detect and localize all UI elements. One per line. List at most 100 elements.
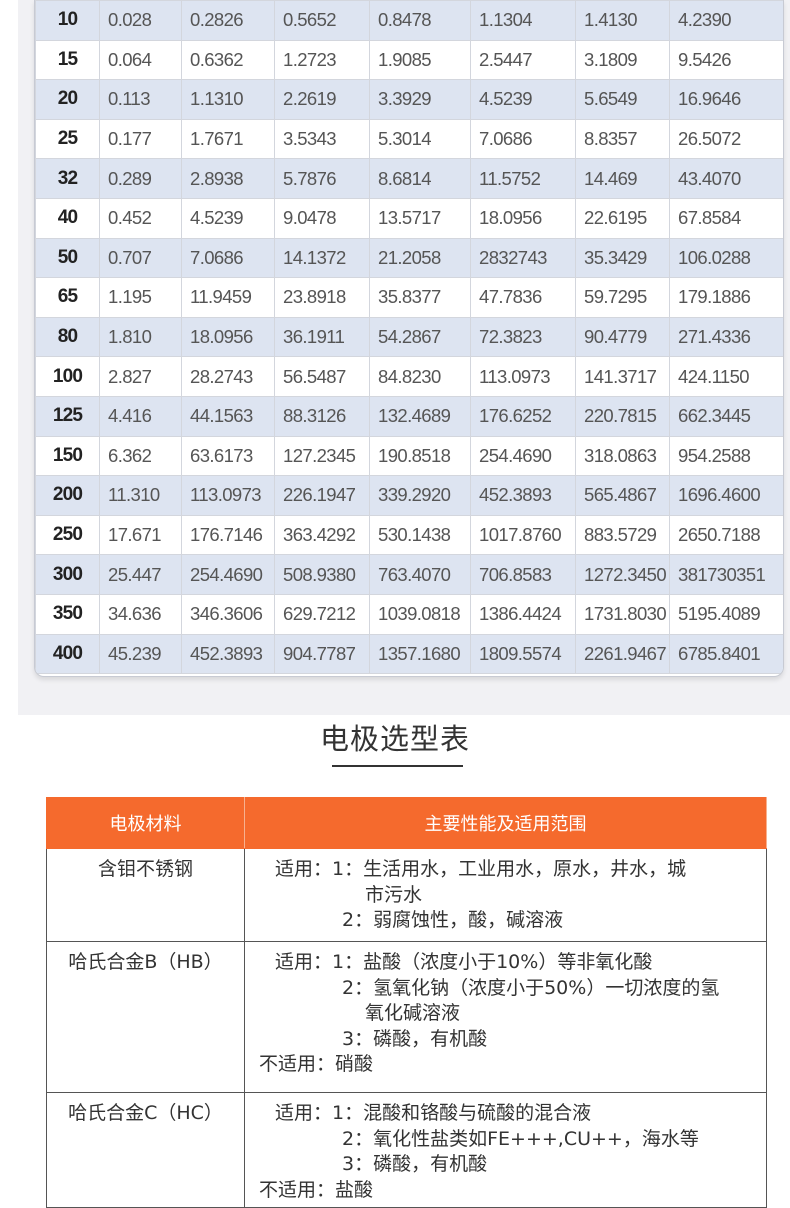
table-cell: 11.310 bbox=[99, 475, 182, 516]
table-cell: 339.2920 bbox=[369, 475, 471, 516]
flow-rate-table: 10 0.028 0.2826 0.5652 0.8478 1.1304 1.4130 4.2… bbox=[35, 0, 783, 675]
table-cell: 45.239 bbox=[99, 633, 182, 675]
table-cell-dn: 15 bbox=[35, 39, 100, 81]
table-cell: 530.1438 bbox=[369, 514, 471, 556]
table-cell: 1.2723 bbox=[274, 39, 370, 81]
electrode-material: 哈氏合金B（HB） bbox=[46, 941, 245, 1093]
table-cell-dn: 50 bbox=[35, 237, 100, 279]
table-cell: 226.1947 bbox=[274, 475, 370, 516]
table-cell: 0.113 bbox=[99, 79, 182, 120]
description-line: 2：氢氧化钠（浓度小于50%）一切浓度的氢 bbox=[342, 976, 720, 999]
electrode-description: 适用：1：混酸和铬酸与硫酸的混合液 2：氧化性盐类如FE+++,CU++，海水等 3… bbox=[244, 1092, 767, 1208]
table-cell: 0.452 bbox=[99, 197, 182, 239]
table-cell: 113.0973 bbox=[470, 356, 576, 397]
table-cell: 141.3717 bbox=[575, 356, 670, 397]
table-cell: 424.1150 bbox=[669, 356, 783, 397]
table-cell: 1.810 bbox=[99, 316, 182, 358]
table-cell: 5.3014 bbox=[369, 118, 471, 160]
table-cell: 0.8478 bbox=[369, 0, 471, 41]
table-cell: 0.177 bbox=[99, 118, 182, 160]
table-cell: 72.3823 bbox=[470, 316, 576, 358]
table-cell-dn: 100 bbox=[35, 356, 100, 397]
table-row: 350 34.636 346.3606 629.7212 1039.0818 1386.4… bbox=[35, 593, 783, 635]
table-cell: 254.4690 bbox=[470, 435, 576, 477]
table-cell: 1017.8760 bbox=[470, 514, 576, 556]
table-cell: 44.1563 bbox=[181, 395, 275, 437]
table-cell: 4.5239 bbox=[470, 79, 576, 120]
table-cell: 0.289 bbox=[99, 158, 182, 199]
flow-table-container: 10 0.028 0.2826 0.5652 0.8478 1.1304 1.4130 4.2… bbox=[34, 0, 784, 677]
table-cell: 0.028 bbox=[99, 0, 182, 41]
title-underline bbox=[332, 765, 463, 767]
table-cell-dn: 65 bbox=[35, 277, 100, 318]
table-cell: 381730351 bbox=[669, 554, 783, 595]
table-cell: 3.5343 bbox=[274, 118, 370, 160]
table-cell: 2261.9467 bbox=[575, 633, 670, 675]
table-cell: 0.6362 bbox=[181, 39, 275, 81]
table-cell: 9.0478 bbox=[274, 197, 370, 239]
table-cell: 18.0956 bbox=[181, 316, 275, 358]
table-row: 32 0.289 2.8938 5.7876 8.6814 11.5752 14.469 43… bbox=[35, 158, 783, 199]
table-row: 300 25.447 254.4690 508.9380 763.4070 706.858… bbox=[35, 554, 783, 595]
table-cell: 11.5752 bbox=[470, 158, 576, 199]
table-cell: 1.9085 bbox=[369, 39, 471, 81]
electrode-table-container: 电极材料 主要性能及适用范围 含钼不锈钢 适用：1：生活用水，工业用水，原水，井水… bbox=[46, 797, 767, 1208]
table-row: 80 1.810 18.0956 36.1911 54.2867 72.3823 90.47… bbox=[35, 316, 783, 358]
table-cell: 1.195 bbox=[99, 277, 182, 318]
table-row: 150 6.362 63.6173 127.2345 190.8518 254.4690 3… bbox=[35, 435, 783, 477]
table-cell: 43.4070 bbox=[669, 158, 783, 199]
table-cell: 26.5072 bbox=[669, 118, 783, 160]
table-cell-dn: 25 bbox=[35, 118, 100, 160]
table-row: 15 0.064 0.6362 1.2723 1.9085 2.5447 3.1809 9.5… bbox=[35, 39, 783, 81]
table-cell: 21.2058 bbox=[369, 237, 471, 279]
table-cell: 2832743 bbox=[470, 237, 576, 279]
table-cell: 190.8518 bbox=[369, 435, 471, 477]
table-cell: 883.5729 bbox=[575, 514, 670, 556]
table-cell: 6785.8401 bbox=[669, 633, 783, 675]
table-row: 10 0.028 0.2826 0.5652 0.8478 1.1304 1.4130 4.2… bbox=[35, 0, 783, 41]
table-cell: 7.0686 bbox=[181, 237, 275, 279]
description-line: 适用：1：混酸和铬酸与硫酸的混合液 bbox=[275, 1102, 592, 1124]
table-cell-dn: 80 bbox=[35, 316, 100, 358]
table-cell: 271.4336 bbox=[669, 316, 783, 358]
section-title: 电极选型表 bbox=[319, 722, 470, 756]
table-cell: 47.7836 bbox=[470, 277, 576, 318]
table-row: 400 45.239 452.3893 904.7787 1357.1680 1809.5… bbox=[35, 633, 783, 675]
table-row: 50 0.707 7.0686 14.1372 21.2058 2832743 35.342… bbox=[35, 237, 783, 279]
table-cell: 1.7671 bbox=[181, 118, 275, 160]
table-cell: 1039.0818 bbox=[369, 593, 471, 635]
table-cell: 67.8584 bbox=[669, 197, 783, 239]
table-cell: 127.2345 bbox=[274, 435, 370, 477]
table-row: 250 17.671 176.7146 363.4292 530.1438 1017.87… bbox=[35, 514, 783, 556]
description-line: 市污水 bbox=[365, 883, 423, 906]
table-cell: 220.7815 bbox=[575, 395, 670, 437]
table-cell: 363.4292 bbox=[274, 514, 370, 556]
table-cell: 565.4867 bbox=[575, 475, 670, 516]
table-row: 含钼不锈钢 适用：1：生活用水，工业用水，原水，井水，城 市污水 2：弱腐蚀性，酸，碱… bbox=[46, 848, 767, 942]
table-cell: 1696.4600 bbox=[669, 475, 783, 516]
table-cell-dn: 150 bbox=[35, 435, 100, 477]
table-row: 20 0.113 1.1310 2.2619 3.3929 4.5239 5.6549 16.… bbox=[35, 79, 783, 120]
table-cell: 9.5426 bbox=[669, 39, 783, 81]
description-line: 2：氧化性盐类如FE+++,CU++，海水等 bbox=[342, 1127, 699, 1150]
table-cell: 2.2619 bbox=[274, 79, 370, 120]
table-row: 40 0.452 4.5239 9.0478 13.5717 18.0956 22.6195… bbox=[35, 197, 783, 239]
description-line: 3：磷酸，有机酸 bbox=[342, 1153, 488, 1175]
table-row: 哈氏合金C（HC） 适用：1：混酸和铬酸与硫酸的混合液 2：氧化性盐类如FE+++,… bbox=[46, 1092, 767, 1208]
table-row: 25 0.177 1.7671 3.5343 5.3014 7.0686 8.8357 26.… bbox=[35, 118, 783, 160]
table-cell: 1.1310 bbox=[181, 79, 275, 120]
table-cell: 904.7787 bbox=[274, 633, 370, 675]
table-cell: 318.0863 bbox=[575, 435, 670, 477]
table-row: 125 4.416 44.1563 88.3126 132.4689 176.6252 22… bbox=[35, 395, 783, 437]
table-cell: 132.4689 bbox=[369, 395, 471, 437]
table-row: 哈氏合金B（HB） 适用：1：盐酸（浓度小于10%）等非氧化酸 2：氢氧化钠（浓度小… bbox=[46, 941, 767, 1093]
table-cell: 1809.5574 bbox=[470, 633, 576, 675]
table-row: 65 1.195 11.9459 23.8918 35.8377 47.7836 59.72… bbox=[35, 277, 783, 318]
table-cell: 1386.4424 bbox=[470, 593, 576, 635]
electrode-material: 含钼不锈钢 bbox=[46, 848, 245, 942]
table-cell: 629.7212 bbox=[274, 593, 370, 635]
table-cell: 106.0288 bbox=[669, 237, 783, 279]
table-row: 100 2.827 28.2743 56.5487 84.8230 113.0973 141… bbox=[35, 356, 783, 397]
table-cell: 3.1809 bbox=[575, 39, 670, 81]
table-cell: 763.4070 bbox=[369, 554, 471, 595]
